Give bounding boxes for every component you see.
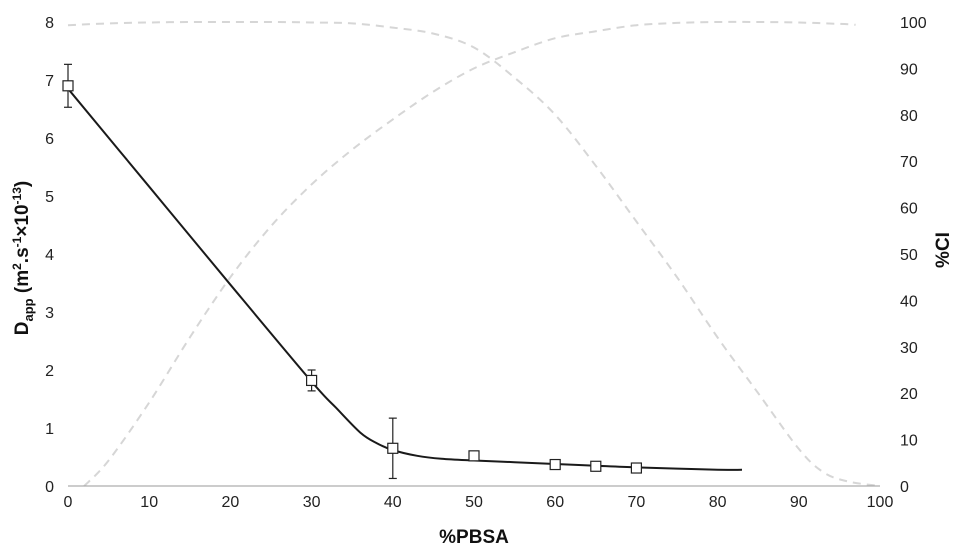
left-y-tick-label: 1 [45, 421, 54, 438]
right-y-tick-label: 10 [900, 433, 918, 450]
right-y-axis-title: %CI [933, 232, 954, 268]
data-markers [62, 63, 643, 480]
left-y-tick-label: 8 [45, 15, 54, 32]
left-y-tick-label: 7 [45, 73, 54, 90]
right-y-tick-label: 30 [900, 340, 918, 357]
x-tick-label: 0 [64, 494, 73, 511]
x-tick-labels: 0 10 20 30 40 50 60 70 80 90 100 [64, 494, 894, 511]
square-marker [630, 462, 643, 474]
right-y-tick-label: 100 [900, 15, 927, 32]
right-y-tick-label: 50 [900, 247, 918, 264]
x-tick-label: 20 [222, 494, 240, 511]
left-y-tick-label: 4 [45, 247, 54, 264]
data-point [468, 450, 480, 462]
right-y-tick-label: 70 [900, 154, 918, 171]
square-marker [590, 460, 602, 472]
right-y-tick-label: 60 [900, 201, 918, 218]
left-y-tick-label: 3 [45, 305, 54, 322]
left-y-tick-label: 2 [45, 363, 54, 380]
data-point [387, 417, 399, 480]
left-y-axis-title: Dapp (m2.s-1×10-13) [10, 181, 36, 335]
x-tick-label: 10 [140, 494, 158, 511]
square-marker [549, 458, 561, 471]
x-tick-label: 30 [303, 494, 321, 511]
fit-curve [67, 88, 743, 471]
x-tick-label: 80 [709, 494, 727, 511]
x-tick-label: 50 [465, 494, 483, 511]
x-tick-label: 40 [384, 494, 402, 511]
x-tick-label: 90 [790, 494, 808, 511]
x-axis-title: %PBSA [439, 527, 509, 545]
data-point [590, 460, 602, 472]
square-marker [306, 374, 318, 387]
ci-dashed-curve [83, 20, 856, 487]
data-point [549, 458, 561, 471]
right-y-tick-label: 90 [900, 61, 918, 78]
x-tick-label: 60 [546, 494, 564, 511]
right-y-tick-labels: 0 10 20 30 40 50 60 70 80 90 100 [900, 15, 927, 496]
square-marker [387, 442, 399, 454]
data-point [62, 63, 74, 108]
left-y-tick-label: 6 [45, 131, 54, 148]
x-tick-label: 100 [867, 494, 894, 511]
square-marker [62, 80, 74, 92]
left-y-tick-label: 5 [45, 189, 54, 206]
right-y-tick-label: 0 [900, 479, 909, 496]
x-tick-label: 70 [628, 494, 646, 511]
ci-dashed-curve [67, 20, 881, 487]
square-marker [468, 450, 480, 462]
data-point [630, 462, 643, 474]
right-y-tick-label: 20 [900, 386, 918, 403]
left-y-tick-labels: 0 1 2 3 4 5 6 7 8 [45, 15, 54, 496]
left-y-tick-label: 0 [45, 479, 54, 496]
right-y-tick-label: 40 [900, 293, 918, 310]
plot-lines [67, 20, 881, 487]
right-y-tick-label: 80 [900, 108, 918, 125]
data-point [306, 369, 318, 392]
